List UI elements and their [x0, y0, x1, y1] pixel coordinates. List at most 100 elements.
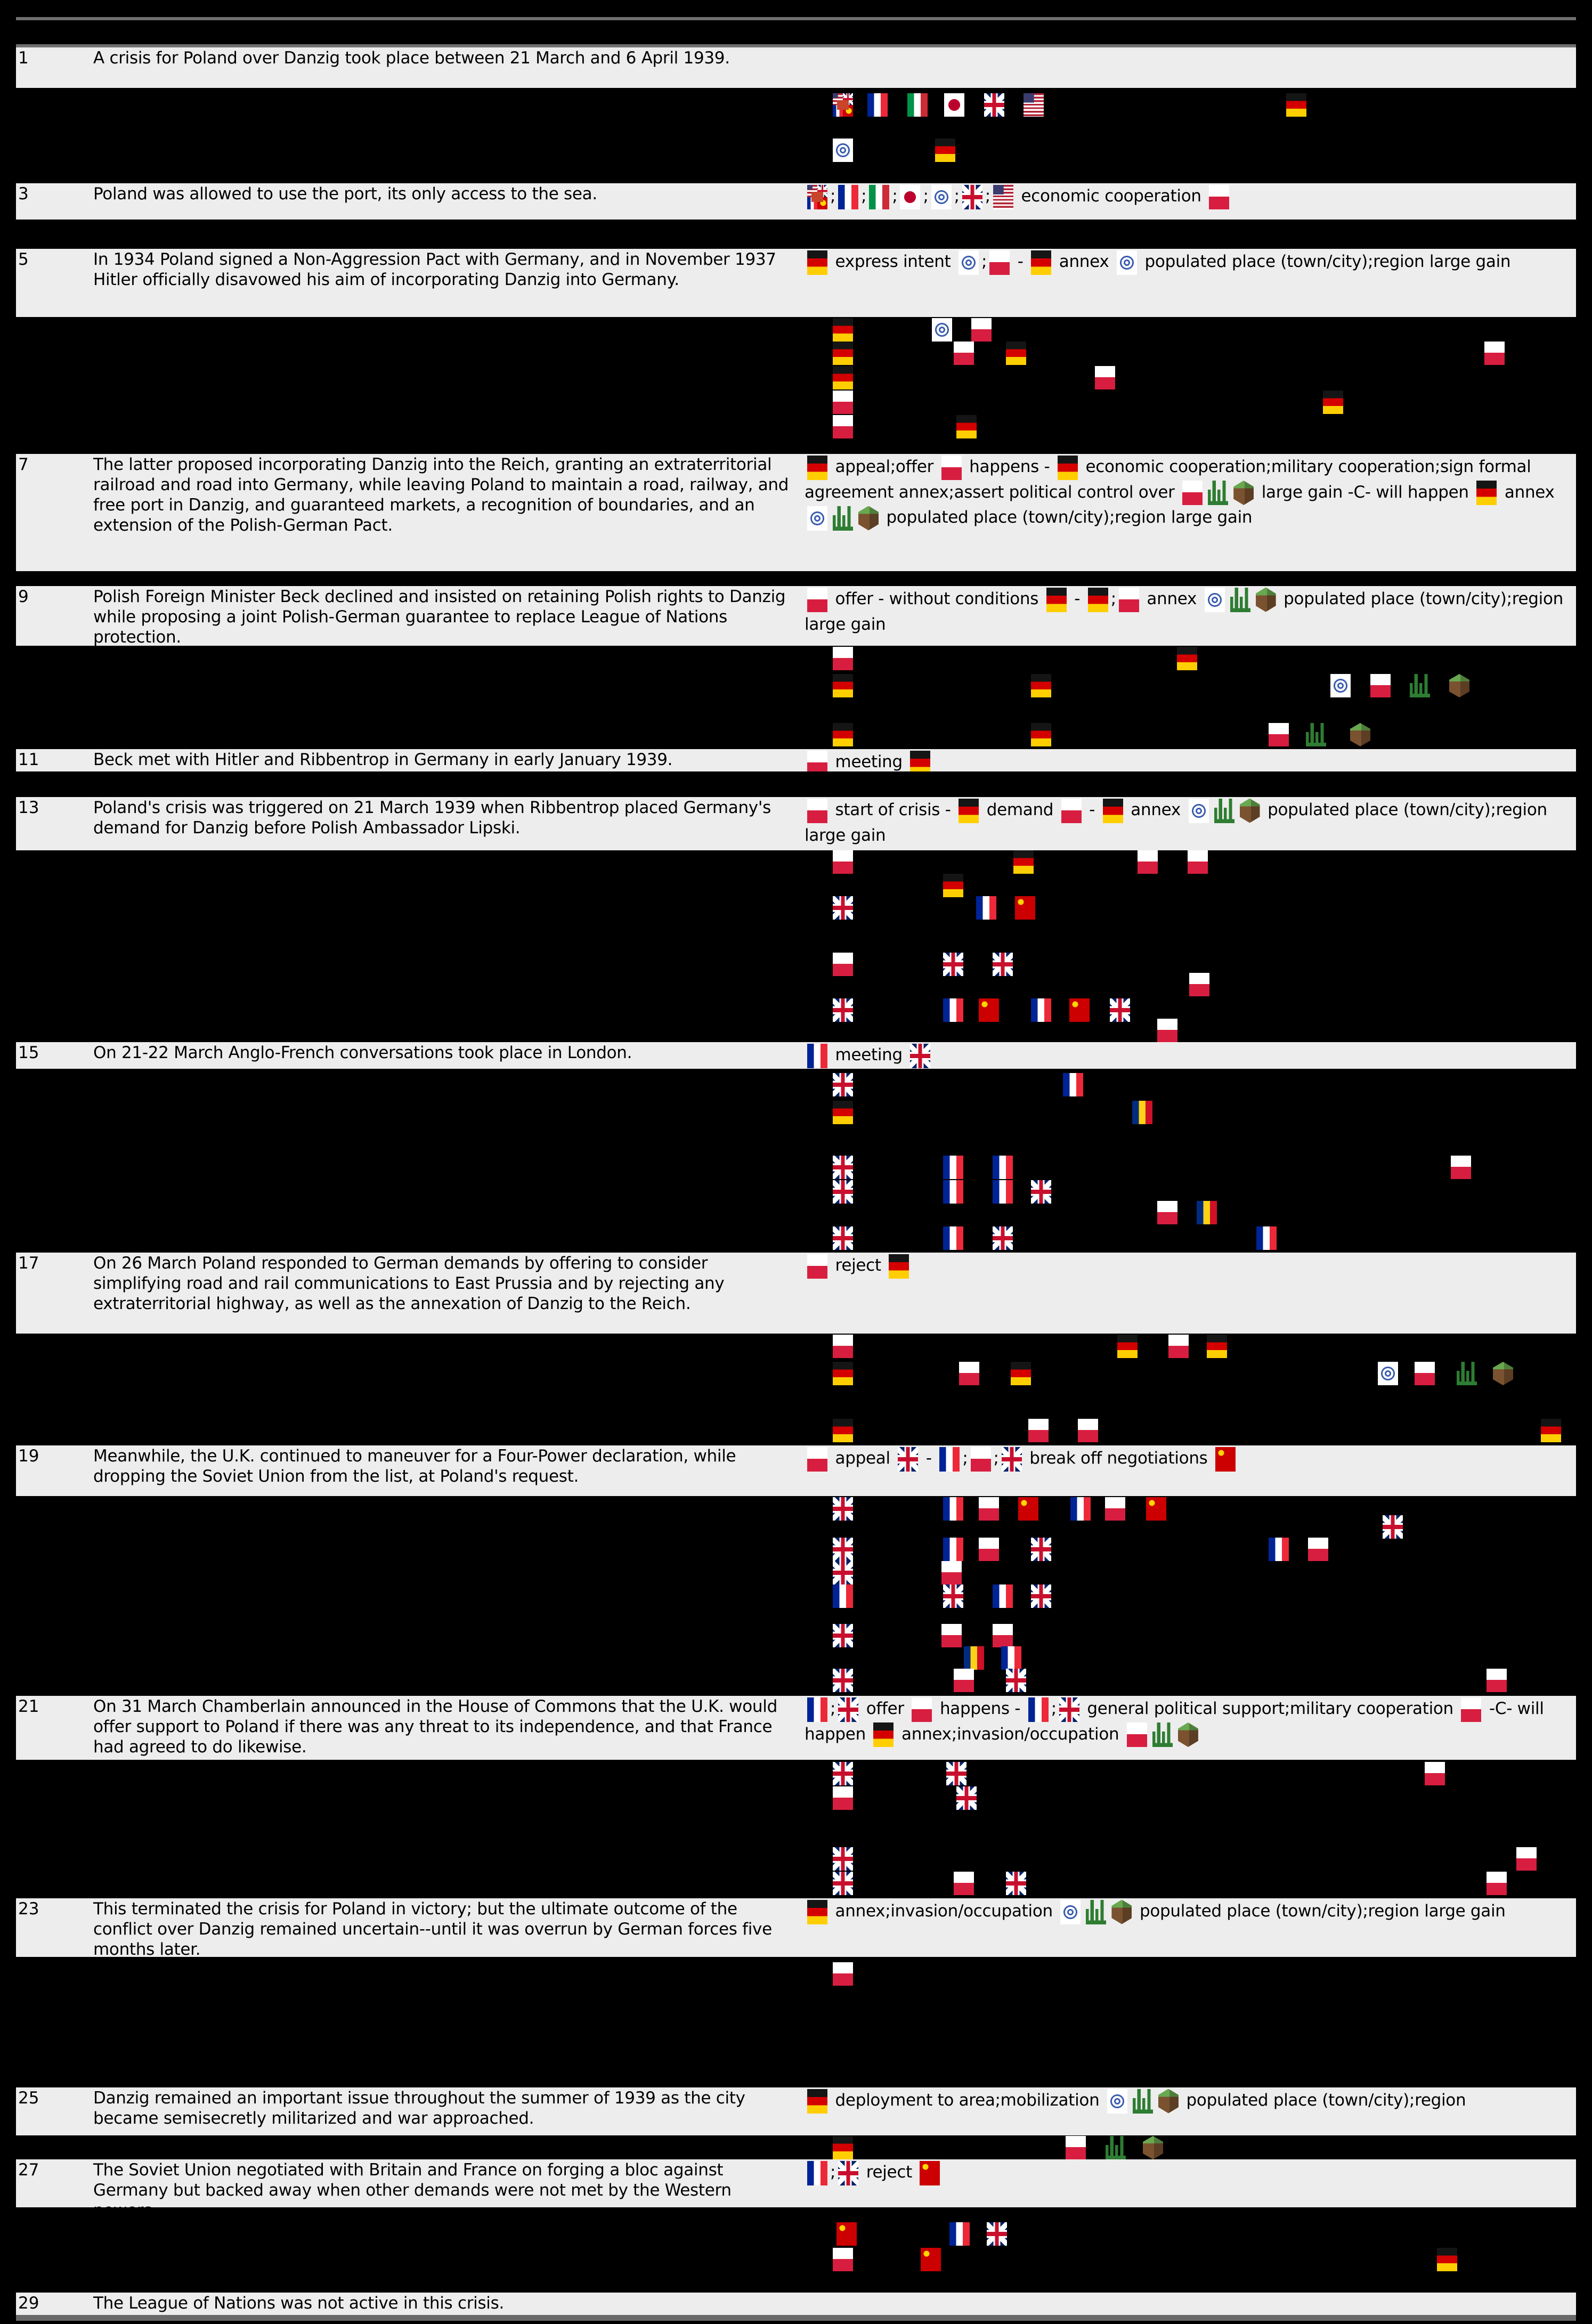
sentence-row: 11 Beck met with Hitler and Ribbentrop i… [16, 749, 1576, 771]
event-track-band [16, 771, 1576, 797]
annotation-text: offer [861, 1699, 909, 1718]
uk-flag [956, 1786, 977, 1810]
france-flag [867, 93, 888, 117]
poland-flag [1157, 1019, 1177, 1042]
germany-flag [1102, 798, 1123, 823]
germany-flag [1013, 850, 1034, 874]
germany-flag [1286, 93, 1306, 117]
japan-flag [900, 184, 921, 209]
poland-flag [807, 750, 827, 771]
romania-flag [1132, 1101, 1152, 1124]
germany-flag [833, 318, 853, 342]
uk-flag [833, 1561, 853, 1584]
germany-flag [1006, 342, 1026, 365]
annotation-text: express intent [830, 252, 956, 271]
poland-flag [833, 1962, 853, 1986]
germany-flag [833, 1419, 853, 1442]
france-flag [943, 1226, 963, 1250]
sentence-text: On 26 March Poland responded to German d… [93, 1254, 725, 1313]
uk-flag [833, 1624, 853, 1647]
sentence-row: 19 Meanwhile, the U.K. continued to mane… [16, 1445, 1576, 1496]
germany-flag [1011, 1362, 1031, 1385]
poland-flag [807, 587, 827, 612]
uk-flag [1006, 1669, 1026, 1692]
league-of-nations-icon [807, 506, 827, 531]
germany-flag [1437, 2248, 1457, 2271]
sentence-text: Polish Foreign Minister Beck declined an… [93, 587, 786, 646]
uk-flag [943, 953, 963, 976]
league-of-nations-icon [931, 184, 952, 209]
event-annotation: annex;invasion/occupation populated plac… [805, 1898, 1576, 1924]
annotation-text: ; [981, 252, 987, 271]
populated-place-icon [1306, 723, 1326, 746]
soviet-union-flag [921, 2248, 941, 2271]
poland-flag [941, 1561, 962, 1584]
sentence-row: 27 The Soviet Union negotiated with Brit… [16, 2159, 1576, 2207]
uk-flag [1031, 1538, 1051, 1561]
poland-flag [833, 850, 853, 874]
row-number: 15 [18, 1043, 39, 1062]
germany-flag [1476, 481, 1497, 505]
row-number: 17 [18, 1254, 39, 1273]
annotation-text: ; [830, 1699, 836, 1718]
uk-flag [833, 1669, 853, 1692]
populated-place-icon [833, 506, 853, 531]
event-track-band [16, 571, 1576, 586]
annotation-text: annex;invasion/occupation [896, 1724, 1124, 1744]
poland-flag [954, 1872, 974, 1895]
annotation-text: offer - without conditions [830, 589, 1044, 608]
germany-flag [1177, 647, 1197, 670]
annotation-text: annex [1499, 482, 1560, 502]
poland-flag [912, 1697, 932, 1722]
poland-flag [1126, 1722, 1147, 1747]
annotation-text: reject [830, 1256, 887, 1275]
germany-flag [1541, 1419, 1561, 1442]
germany-flag [1031, 723, 1051, 746]
poland-flag [833, 953, 853, 976]
germany-flag [1207, 1335, 1227, 1358]
poland-flag [1209, 184, 1230, 209]
annotation-text: reject [861, 2163, 917, 2182]
germany-flag [833, 1101, 853, 1124]
uk-flag [833, 1762, 853, 1785]
populated-place-icon [1106, 2136, 1126, 2159]
poland-flag [1370, 674, 1391, 697]
event-track-band [16, 1496, 1576, 1696]
germany-flag [910, 750, 931, 771]
japan-flag [944, 93, 964, 117]
region-terrain-block-icon [1493, 1362, 1513, 1385]
poland-flag [1095, 366, 1115, 389]
sentence-text: Poland's crisis was triggered on 21 Marc… [93, 798, 771, 838]
region-terrain-block-icon [1449, 674, 1469, 697]
germany-flag [1031, 674, 1051, 697]
soviet-union-flag [979, 998, 999, 1022]
sentence-row: 21 On 31 March Chamberlain announced in … [16, 1696, 1576, 1760]
soviet-union-flag [836, 2222, 857, 2246]
event-annotation: ;;;;;; economic cooperation [805, 183, 1576, 209]
germany-flag [807, 250, 827, 275]
uk-flag [1110, 998, 1130, 1022]
poland-flag [833, 415, 853, 438]
poland-flag [993, 1624, 1013, 1647]
region-terrain-block-icon [1233, 481, 1254, 505]
league-of-nations-icon [1378, 1362, 1398, 1385]
france-flag [1269, 1538, 1289, 1561]
sentence-text: On 21-22 March Anglo-French conversation… [93, 1043, 632, 1062]
france-flag [943, 1497, 963, 1521]
poland-flag [807, 1254, 827, 1279]
sentence-text: In 1934 Poland signed a Non-Aggression P… [93, 250, 776, 289]
uk-flag [1006, 1872, 1026, 1895]
event-annotation: appeal - ;; break off negotiations [805, 1445, 1576, 1472]
poland-flag [833, 1335, 853, 1358]
annotation-text: happens - [964, 457, 1055, 476]
uk-flag [1001, 1447, 1022, 1472]
annotation-text: ; [1051, 1699, 1057, 1718]
uk-flag [1031, 1584, 1051, 1608]
romania-flag [964, 1646, 984, 1670]
soviet-union-flag [1018, 1497, 1038, 1521]
annotation-text: ; [830, 2163, 836, 2182]
germany-flag [807, 455, 827, 480]
uk-flag [833, 1156, 853, 1179]
event-annotation [805, 47, 1576, 48]
